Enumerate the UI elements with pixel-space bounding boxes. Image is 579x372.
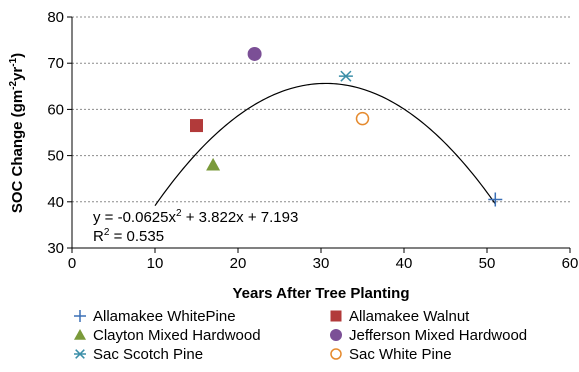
- x-tick-label-50: 50: [479, 255, 496, 272]
- y-tick-label-30: 30: [47, 240, 64, 257]
- y-tick-label-40: 40: [47, 194, 64, 211]
- data-point-4-0: [338, 70, 353, 82]
- legend-label-2: Clayton Mixed Hardwood: [93, 327, 261, 344]
- y-tick-label-80: 80: [47, 9, 64, 26]
- x-tick-label-60: 60: [562, 255, 579, 272]
- axes: [67, 16, 571, 253]
- x-axis-title: Years After Tree Planting: [232, 285, 409, 302]
- data-point-2-0: [206, 157, 221, 171]
- legend-label-1: Allamakee Walnut: [349, 308, 470, 325]
- data-points: [190, 46, 503, 207]
- x-tick-label-40: 40: [396, 255, 413, 272]
- legend-marker-5: [330, 348, 342, 360]
- legend-label-0: Allamakee WhitePine: [93, 308, 236, 325]
- data-point-1-0: [190, 119, 203, 133]
- legend-label-5: Sac White Pine: [349, 346, 452, 363]
- legend: Allamakee WhitePine Allamakee Walnut Clayt…: [74, 308, 527, 363]
- equation-line-1: y = -0.0625x2 + 3.822x + 7.193: [93, 208, 298, 226]
- y-tick-label-50: 50: [47, 148, 64, 165]
- tick-labels: 30 40 50 60 70 80 0 10 20 30 40 50 60: [47, 9, 578, 272]
- legend-marker-0: [74, 310, 86, 322]
- x-tick-label-30: 30: [313, 255, 330, 272]
- trendline-group: [154, 82, 496, 207]
- equation-line-2: R2 = 0.535: [93, 227, 164, 245]
- gridlines: [72, 16, 570, 203]
- legend-marker-2: [74, 329, 86, 340]
- y-tick-label-70: 70: [47, 55, 64, 72]
- y-tick-label-60: 60: [47, 101, 64, 118]
- x-tick-label-10: 10: [147, 255, 164, 272]
- data-point-3-0: [247, 46, 262, 61]
- legend-marker-3: [330, 329, 342, 341]
- trendline: [154, 82, 496, 207]
- legend-marker-1: [330, 310, 342, 322]
- y-axis-title: SOC Change (gm-2yr-1): [8, 53, 26, 213]
- x-tick-label-0: 0: [68, 255, 76, 272]
- data-point-5-0: [355, 111, 370, 126]
- data-point-0-0: [488, 192, 503, 207]
- legend-marker-4: [74, 349, 86, 359]
- legend-label-4: Sac Scotch Pine: [93, 346, 203, 363]
- x-tick-label-20: 20: [230, 255, 247, 272]
- legend-label-3: Jefferson Mixed Hardwood: [349, 327, 527, 344]
